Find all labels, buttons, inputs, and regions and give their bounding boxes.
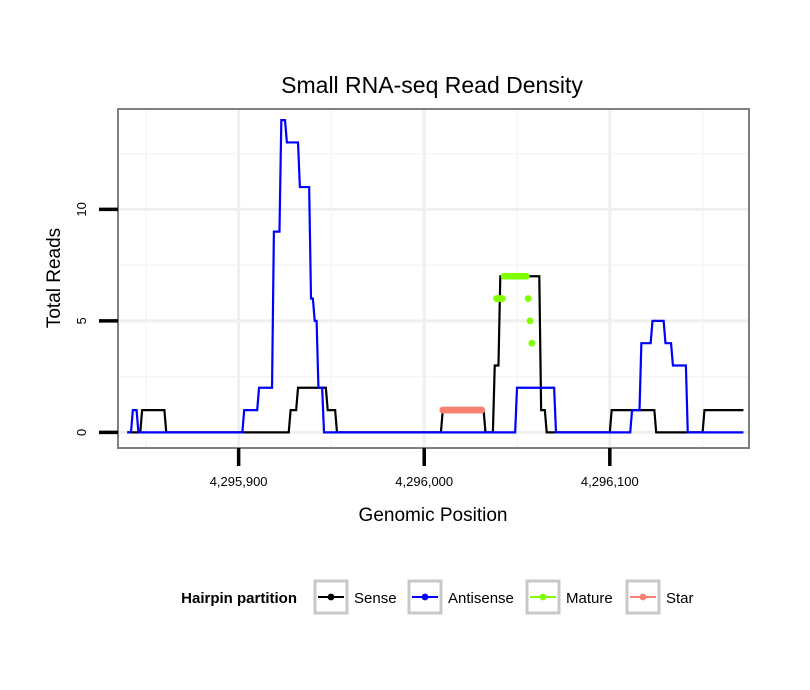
point-mature bbox=[526, 317, 534, 325]
y-tick-label: 10 bbox=[74, 202, 89, 216]
legend-key-point bbox=[639, 593, 647, 601]
series-line-antisense bbox=[127, 119, 744, 434]
x-tick-label: 4,296,100 bbox=[581, 474, 639, 489]
point-mature bbox=[498, 295, 506, 302]
point-star bbox=[478, 406, 486, 414]
x-tick-label: 4,295,900 bbox=[210, 474, 268, 489]
y-tick-label: 5 bbox=[74, 317, 89, 324]
legend-key-point bbox=[539, 593, 547, 601]
legend-entry-star: Star bbox=[625, 579, 694, 615]
plot-panel-border bbox=[117, 108, 750, 449]
legend-entries: Sense Antisense Mature Star bbox=[313, 579, 694, 615]
point-mature bbox=[522, 272, 530, 280]
x-tick-label: 4,296,000 bbox=[395, 474, 453, 489]
x-axis-title: Genomic Position bbox=[359, 505, 508, 526]
legend-label: Mature bbox=[566, 590, 613, 607]
y-axis-title: Total Reads bbox=[44, 228, 65, 328]
point-mature bbox=[528, 339, 536, 347]
legend-entry-antisense: Antisense bbox=[407, 579, 514, 615]
legend-key-point bbox=[327, 593, 335, 601]
point-mature bbox=[524, 295, 532, 302]
legend: Hairpin partition Sense Antisense Mature St… bbox=[181, 579, 694, 615]
y-tick-label: 0 bbox=[74, 429, 89, 436]
legend-entry-mature: Mature bbox=[525, 579, 613, 615]
y-axis-ticks: 0 5 10 bbox=[74, 202, 118, 436]
legend-title: Hairpin partition bbox=[181, 590, 297, 607]
x-axis-ticks: 4,295,900 4,296,000 4,296,100 bbox=[210, 448, 639, 489]
chart-title: Small RNA-seq Read Density bbox=[281, 72, 583, 98]
series-layer bbox=[127, 119, 744, 434]
legend-label: Antisense bbox=[448, 590, 514, 607]
legend-entry-sense: Sense bbox=[313, 579, 397, 615]
series-line-sense bbox=[127, 275, 744, 434]
legend-label: Sense bbox=[354, 590, 397, 607]
legend-key-point bbox=[421, 593, 429, 601]
legend-label: Star bbox=[666, 590, 694, 607]
